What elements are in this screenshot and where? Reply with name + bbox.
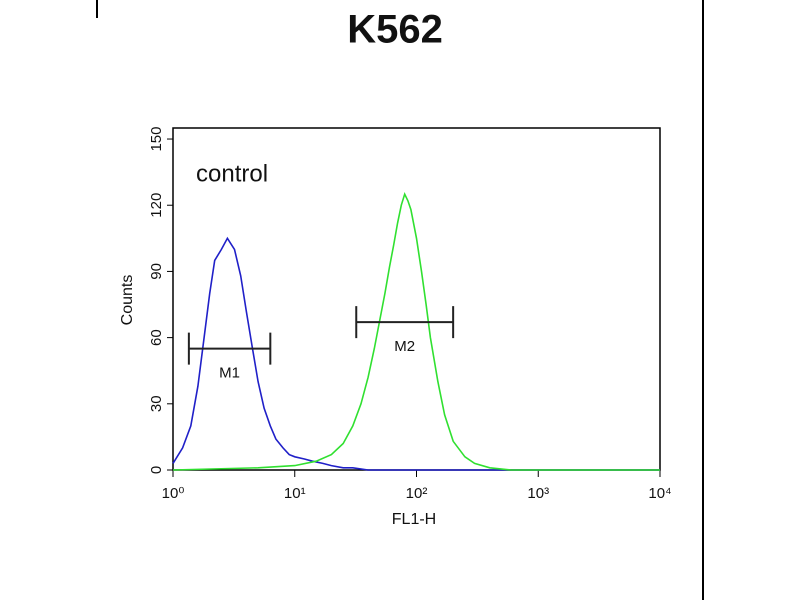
- y-tick-label: 120: [148, 193, 165, 218]
- x-axis-label: FL1-H: [392, 511, 436, 528]
- chart-title: K562: [347, 8, 443, 52]
- gate-marker: [355, 306, 455, 339]
- y-tick-label: 90: [148, 263, 165, 280]
- y-tick-label: 150: [148, 127, 165, 152]
- y-tick-label: 30: [148, 395, 165, 412]
- histogram-line: [172, 236, 660, 471]
- x-tick-label: 10⁰: [162, 485, 185, 502]
- x-tick-label: 10³: [527, 485, 549, 502]
- annotation: control: [196, 160, 268, 187]
- y-tick-label: 0: [148, 466, 165, 474]
- gate-marker: [187, 332, 272, 365]
- y-axis-label: Counts: [119, 275, 136, 326]
- gate-label: M1: [219, 365, 240, 382]
- gate-label: M2: [394, 338, 415, 355]
- histogram-line: [172, 192, 660, 471]
- y-tick-label: 60: [148, 329, 165, 346]
- x-tick-label: 10¹: [284, 485, 306, 502]
- x-tick-label: 10²: [406, 485, 428, 502]
- x-tick-label: 10⁴: [648, 485, 671, 502]
